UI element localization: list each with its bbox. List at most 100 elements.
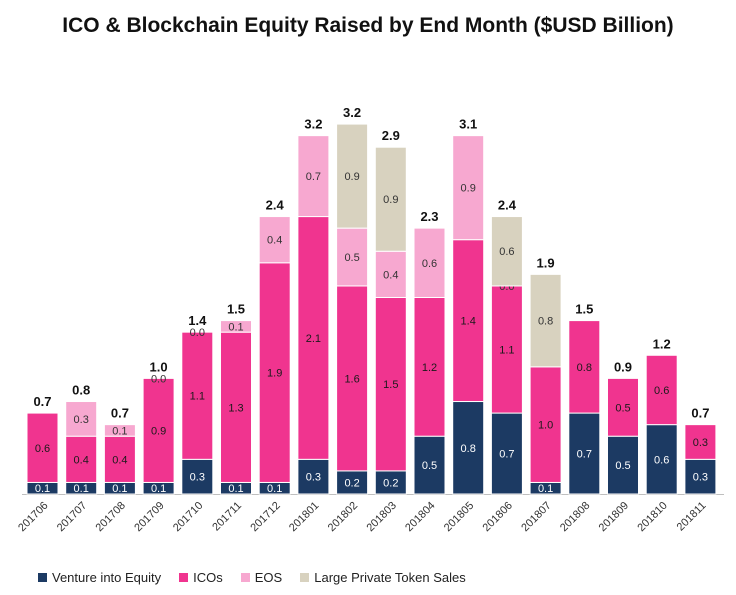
x-tick-label-201807: 201807 (519, 500, 553, 534)
bar-segment-icos-201712[interactable] (258, 262, 291, 483)
segment-label-icos-201803: 1.5 (383, 379, 398, 391)
total-label-201811: 0.7 (691, 406, 709, 421)
segment-label-eos-201708: 0.1 (112, 425, 127, 437)
segment-label-venture-201709: 0.1 (151, 483, 166, 495)
bar-segment-icos-201803[interactable] (374, 296, 407, 472)
segment-label-venture-201706: 0.1 (35, 483, 50, 495)
segment-label-venture-201710: 0.3 (190, 472, 205, 484)
segment-label-venture-201804: 0.5 (422, 460, 437, 472)
x-tick-label-201805: 201805 (442, 500, 476, 534)
legend-item-venture[interactable]: Venture into Equity (38, 570, 161, 585)
bar-segment-icos-201811[interactable] (684, 424, 717, 460)
segment-label-large-private-201806: 0.6 (499, 246, 514, 258)
bar-segment-icos-201807[interactable] (529, 366, 562, 483)
x-tick-label-201710: 201710 (171, 500, 205, 534)
segment-label-icos-201712: 1.9 (267, 368, 282, 380)
bar-segment-icos-201805[interactable] (452, 239, 485, 403)
bar-segment-venture-201811[interactable] (684, 458, 717, 495)
segment-label-large-private-201802: 0.9 (344, 171, 359, 183)
segment-label-venture-201801: 0.3 (306, 472, 321, 484)
segment-label-icos-201806: 1.1 (499, 345, 514, 357)
segment-label-eos-201803: 0.4 (383, 269, 398, 281)
segment-label-venture-201708: 0.1 (112, 483, 127, 495)
segment-label-eos-201712: 0.4 (267, 235, 282, 247)
segment-label-venture-201811: 0.3 (693, 472, 708, 484)
legend-item-large-private[interactable]: Large Private Token Sales (300, 570, 466, 585)
stacked-bar-chart: 0.1 0.6 0.7 201706 0.1 0.4 0.3 0.8 201707 0.1 0.4 0… (16, 105, 724, 534)
bar-segment-venture-201809[interactable] (607, 435, 639, 495)
bar-segment-icos-201709[interactable] (142, 377, 175, 483)
bar-segment-icos-201809[interactable] (607, 377, 639, 437)
bar-segment-venture-201805[interactable] (452, 401, 485, 495)
bar-segment-icos-201804[interactable] (413, 296, 446, 437)
bar-segment-icos-201801[interactable] (297, 216, 330, 460)
segment-label-venture-201712: 0.1 (267, 483, 282, 495)
legend-swatch-eos (240, 573, 250, 582)
bar-segment-icos-201707[interactable] (65, 435, 98, 483)
segment-label-eos-201804: 0.6 (422, 258, 437, 270)
bar-segment-icos-201706[interactable] (26, 412, 59, 483)
segment-label-venture-201806: 0.7 (499, 449, 514, 461)
total-label-201805: 3.1 (459, 117, 477, 132)
bar-segment-eos-201805[interactable] (452, 135, 485, 241)
segment-label-icos-201811: 0.3 (693, 437, 708, 449)
bar-segment-eos-201712[interactable] (258, 216, 291, 264)
x-tick-label-201801: 201801 (287, 500, 321, 534)
segment-label-icos-201805: 1.4 (461, 316, 476, 328)
bar-segment-eos-201803[interactable] (374, 250, 407, 298)
bar-segment-venture-201806[interactable] (490, 412, 523, 495)
bar-segment-eos-201801[interactable] (297, 135, 330, 218)
segment-label-icos-201807: 1.0 (538, 420, 553, 432)
segment-label-icos-201707: 0.4 (74, 454, 89, 466)
x-tick-label-201808: 201808 (558, 500, 592, 534)
bar-segment-eos-201708[interactable] (103, 424, 136, 437)
bar-segment-large-private-201802[interactable] (336, 123, 369, 229)
segment-label-venture-201807: 0.1 (538, 483, 553, 495)
segment-label-eos-201802: 0.5 (344, 252, 359, 264)
bar-segment-eos-201804[interactable] (413, 227, 446, 298)
bar-segment-venture-201810[interactable] (645, 424, 678, 495)
bar-segment-eos-201711[interactable] (220, 320, 252, 333)
total-label-201708: 0.7 (111, 406, 129, 421)
x-tick-label-201711: 201711 (210, 500, 244, 534)
x-tick-label-201709: 201709 (132, 500, 166, 534)
total-label-201706: 0.7 (33, 394, 51, 409)
bar-segment-large-private-201803[interactable] (374, 146, 407, 252)
total-label-201808: 1.5 (575, 302, 593, 317)
segment-label-eos-201805: 0.9 (461, 183, 476, 195)
bar-segment-icos-201810[interactable] (645, 354, 678, 426)
bar-segment-venture-201808[interactable] (568, 412, 601, 495)
total-label-201809: 0.9 (614, 359, 632, 374)
bar-segment-icos-201802[interactable] (336, 285, 369, 472)
legend-label-eos: EOS (254, 570, 283, 585)
segment-label-icos-201809: 0.5 (615, 402, 630, 414)
x-tick-label-201708: 201708 (94, 500, 128, 534)
total-label-201807: 1.9 (537, 255, 555, 270)
x-tick-label-201809: 201809 (597, 500, 631, 534)
segment-label-venture-201711: 0.1 (228, 483, 243, 495)
total-label-201804: 2.3 (420, 209, 438, 224)
bar-segment-icos-201710[interactable] (181, 331, 214, 460)
bar-segment-large-private-201807[interactable] (529, 273, 562, 368)
bar-segment-eos-201707[interactable] (65, 401, 98, 437)
segment-label-icos-201801: 2.1 (306, 333, 321, 345)
legend-swatch-icos (179, 573, 189, 582)
legend-label-venture: Venture into Equity (52, 570, 162, 585)
segment-label-eos-201710: 0.0 (190, 327, 205, 339)
legend-label-icos: ICOs (193, 570, 223, 585)
legend-swatch-venture (38, 573, 47, 582)
x-tick-label-201806: 201806 (481, 500, 515, 534)
segment-label-icos-201804: 1.2 (422, 362, 437, 374)
bar-segment-icos-201808[interactable] (568, 320, 601, 414)
segment-label-icos-201709: 0.9 (151, 425, 166, 437)
segment-label-icos-201808: 0.8 (577, 362, 592, 374)
total-label-201803: 2.9 (382, 128, 400, 143)
segment-label-venture-201809: 0.5 (615, 460, 630, 472)
segment-label-large-private-201807: 0.8 (538, 316, 553, 328)
total-label-201802: 3.2 (343, 105, 361, 120)
segment-label-venture-201808: 0.7 (577, 449, 592, 461)
segment-label-venture-201707: 0.1 (74, 483, 89, 495)
legend-item-icos[interactable]: ICOs (179, 570, 223, 585)
legend-item-eos[interactable]: EOS (240, 570, 283, 585)
bar-segment-large-private-201806[interactable] (490, 216, 523, 287)
